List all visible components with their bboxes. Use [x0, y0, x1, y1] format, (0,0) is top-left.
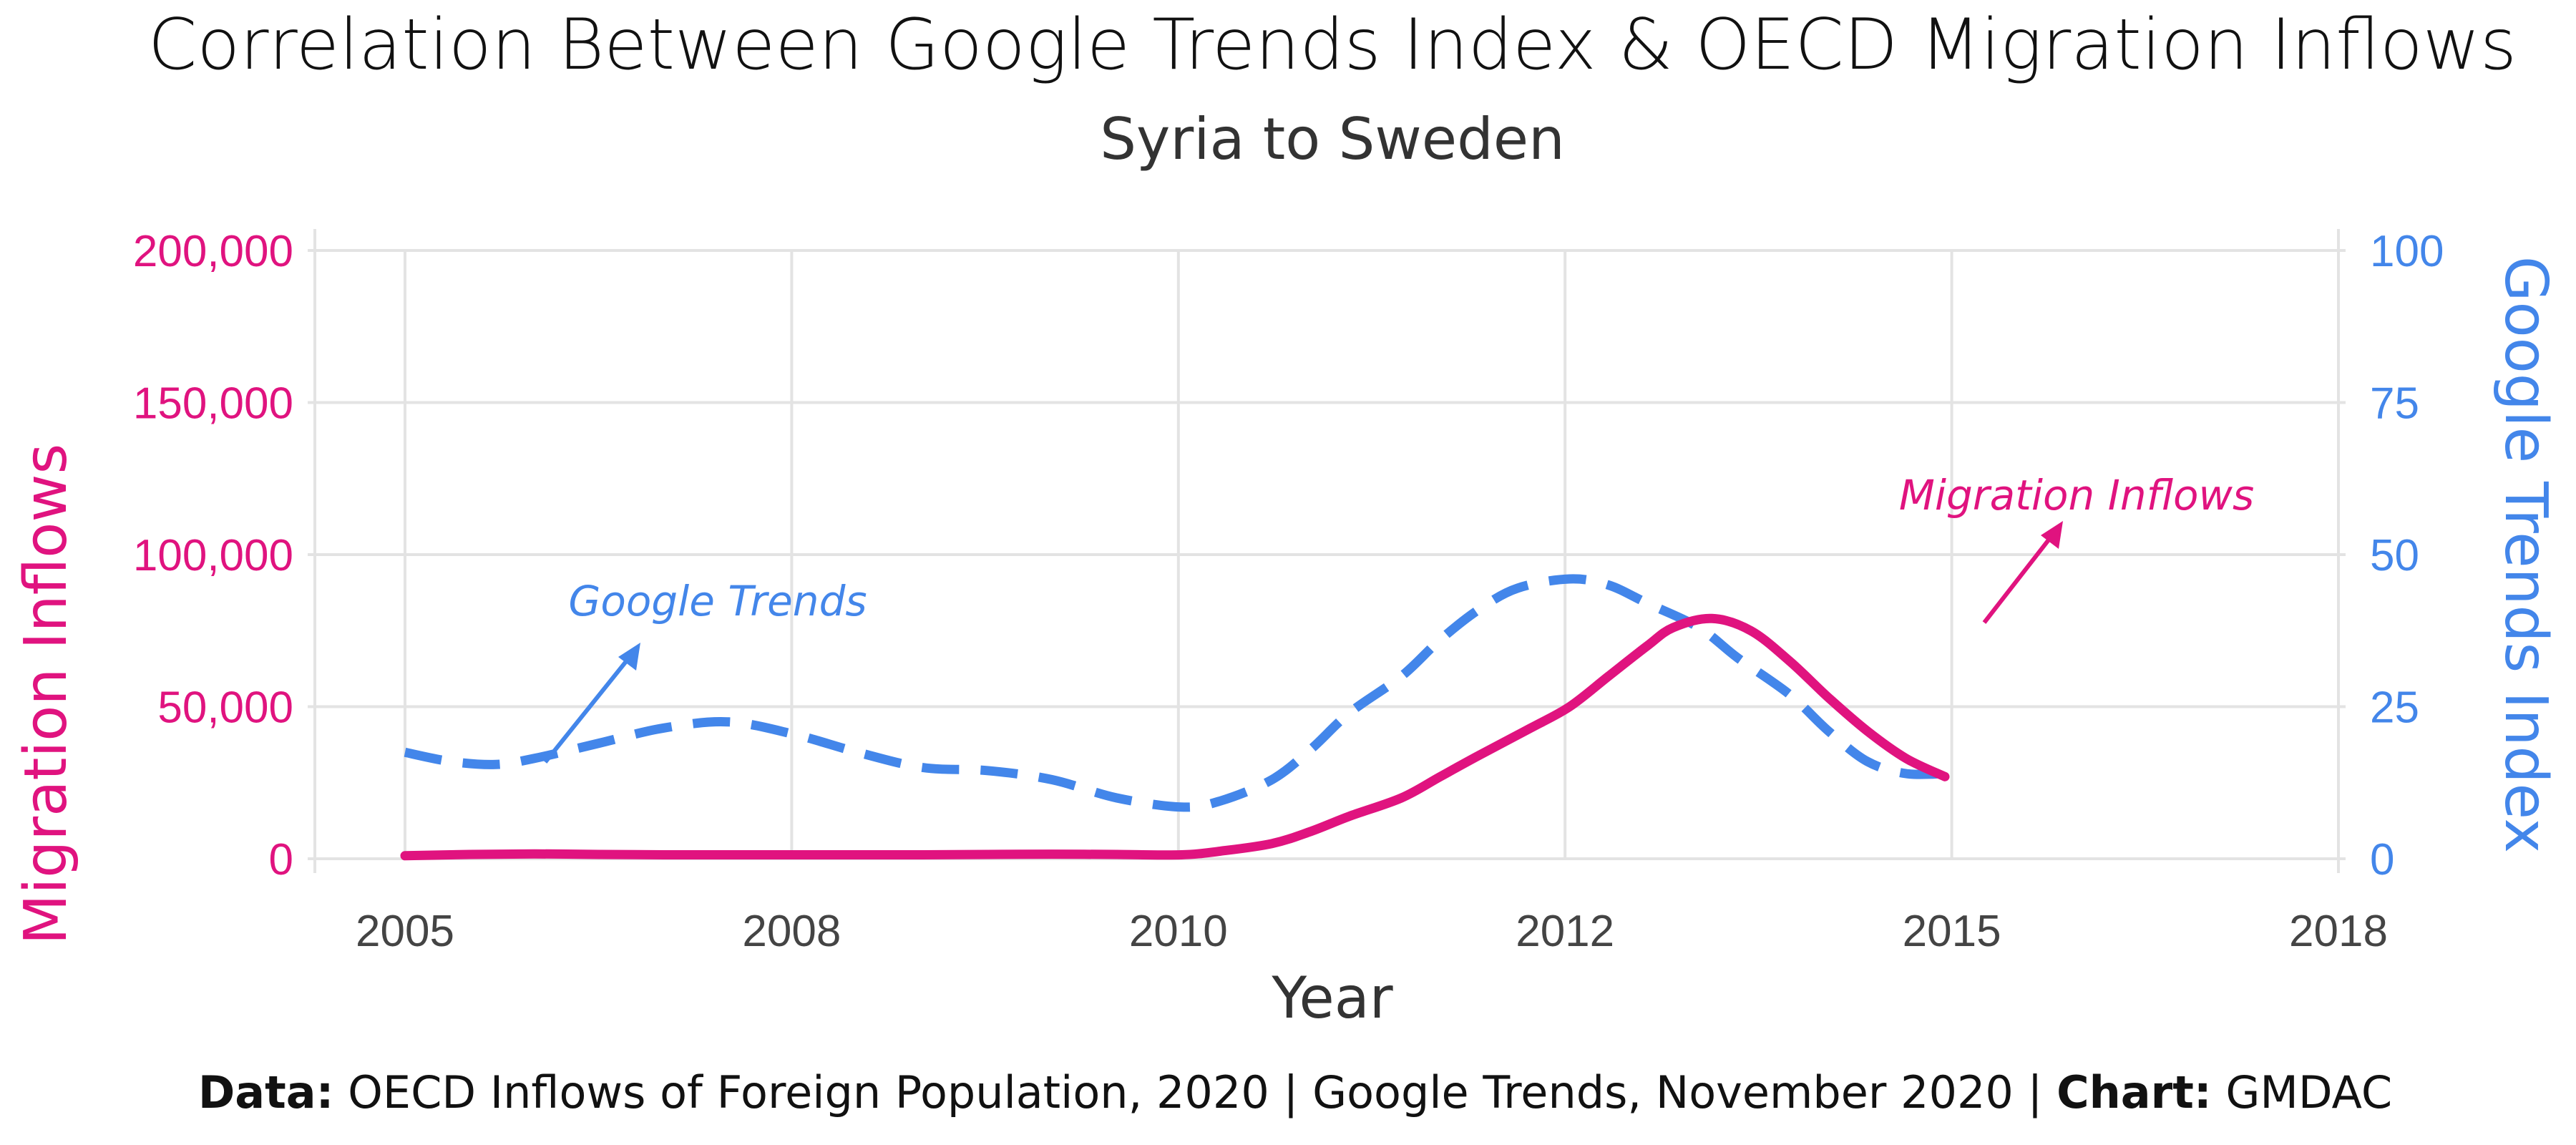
- annotation-migration-inflows: Migration Inflows: [1899, 471, 2254, 520]
- x-tick-label: 2008: [742, 907, 841, 956]
- x-tick-label: 2005: [356, 907, 454, 956]
- y-left-tick-label: 0: [269, 835, 293, 885]
- x-gridlines: [313, 229, 2340, 873]
- y-left-tick-label: 100,000: [133, 531, 293, 580]
- y-right-tick-label: 75: [2370, 379, 2419, 429]
- x-tick-label: 2012: [1516, 907, 1614, 956]
- y-left-tick-label: 50,000: [157, 683, 293, 733]
- source-chart-label: Chart:: [2057, 1066, 2212, 1119]
- series-line-migration-inflows: [400, 613, 1950, 861]
- x-tick-label: 2015: [1903, 907, 2001, 956]
- x-axis-ticks: 2005 2008 2010 2012 2015 2018: [356, 907, 2388, 956]
- annotation-arrow-google-trends: [543, 643, 640, 764]
- series-line-google-trends: [404, 574, 1946, 812]
- y-right-tick-label: 50: [2370, 531, 2419, 580]
- y-gridlines: [308, 249, 2346, 860]
- left-axis-ticks: 0 50,000 100,000 150,000 200,000: [133, 227, 293, 885]
- y-right-tick-label: 100: [2370, 227, 2444, 276]
- chart-subtitle: Syria to Sweden: [1100, 106, 1565, 172]
- source-data-text: OECD Inflows of Foreign Population, 2020…: [333, 1066, 2057, 1119]
- x-axis-title: Year: [1271, 965, 1392, 1031]
- source-data-label: Data:: [198, 1066, 334, 1119]
- y-right-tick-label: 0: [2370, 835, 2394, 885]
- chart-title: Correlation Between Google Trends Index …: [148, 4, 2517, 86]
- annotation-arrow-migration-inflows: [1982, 521, 2063, 624]
- y-right-tick-label: 25: [2370, 683, 2419, 733]
- annotation-google-trends: Google Trends: [568, 577, 867, 625]
- source-line: Data: OECD Inflows of Foreign Population…: [198, 1066, 2392, 1119]
- y-left-tick-label: 200,000: [133, 227, 293, 276]
- x-tick-label: 2010: [1129, 907, 1228, 956]
- y-left-tick-label: 150,000: [133, 379, 293, 429]
- source-chart-text: GMDAC: [2212, 1066, 2393, 1119]
- x-tick-label: 2018: [2289, 907, 2388, 956]
- right-axis-ticks: 0 25 50 75 100: [2370, 227, 2444, 885]
- y-axis-left-title: Migration Inflows: [12, 444, 80, 945]
- y-axis-right-title: Google Trends Index: [2492, 256, 2560, 853]
